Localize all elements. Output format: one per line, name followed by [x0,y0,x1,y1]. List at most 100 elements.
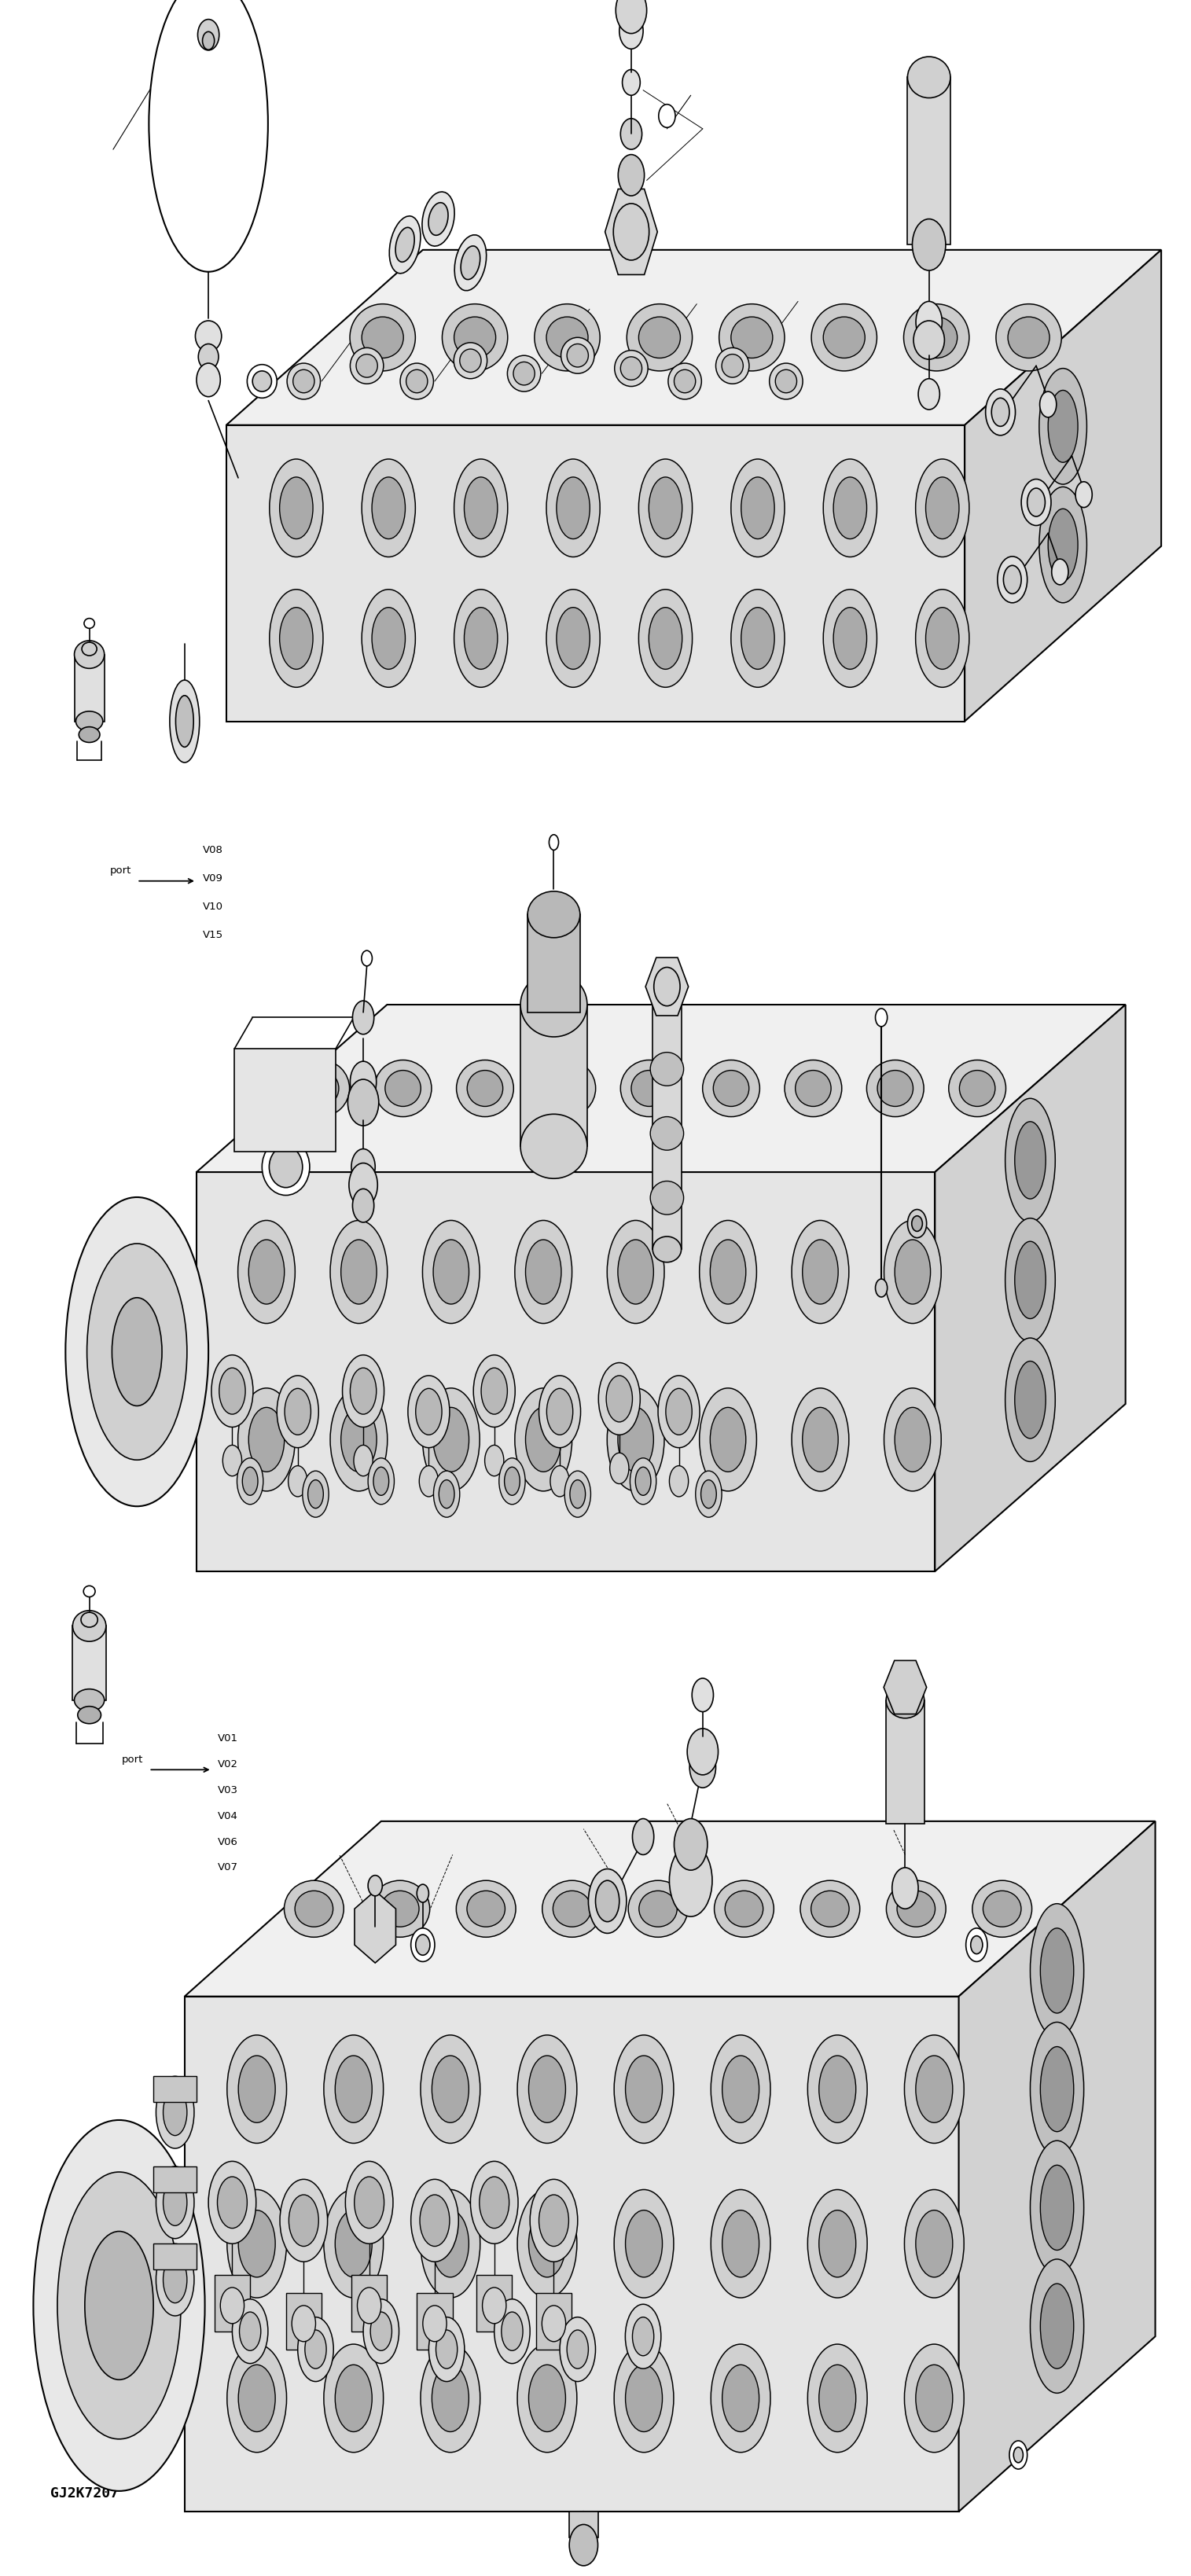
Ellipse shape [73,1610,106,1641]
Ellipse shape [625,2210,662,2277]
Ellipse shape [432,2365,469,2432]
Ellipse shape [419,2195,450,2246]
Ellipse shape [796,1072,831,1108]
Ellipse shape [420,2344,480,2452]
Ellipse shape [819,2210,856,2277]
Ellipse shape [454,590,507,688]
Ellipse shape [631,1072,667,1108]
Ellipse shape [696,1471,722,1517]
Ellipse shape [623,70,641,95]
Bar [569,2512,598,2537]
Ellipse shape [949,1061,1006,1118]
Ellipse shape [350,1061,376,1103]
Ellipse shape [803,1239,838,1303]
Ellipse shape [811,1891,849,1927]
Ellipse shape [515,1221,572,1324]
Circle shape [57,2172,181,2439]
Ellipse shape [542,1880,601,1937]
Ellipse shape [619,13,643,49]
Text: V09: V09 [202,873,223,884]
Circle shape [33,2120,205,2491]
Ellipse shape [916,301,942,343]
Ellipse shape [897,1891,935,1927]
Ellipse shape [894,1239,930,1303]
Ellipse shape [242,1466,257,1494]
Ellipse shape [156,2244,194,2316]
Ellipse shape [439,1479,455,1507]
Polygon shape [965,250,1161,721]
Ellipse shape [217,2177,248,2228]
Ellipse shape [212,1355,252,1427]
Ellipse shape [370,1880,430,1937]
Ellipse shape [249,1239,285,1303]
Ellipse shape [307,1479,324,1507]
Ellipse shape [886,1880,946,1937]
Ellipse shape [690,1747,716,1788]
Ellipse shape [467,1891,505,1927]
Polygon shape [884,1662,927,1713]
Ellipse shape [432,2210,469,2277]
Ellipse shape [434,1471,460,1517]
Ellipse shape [460,350,481,374]
Ellipse shape [238,1388,295,1492]
Ellipse shape [731,317,773,358]
Polygon shape [197,1172,935,1571]
Ellipse shape [547,590,600,688]
Text: port: port [121,1754,143,1765]
Ellipse shape [972,1880,1031,1937]
Text: V01: V01 [218,1734,238,1744]
Ellipse shape [74,641,105,667]
Ellipse shape [238,2210,275,2277]
Ellipse shape [638,1891,676,1927]
Ellipse shape [1005,1337,1055,1461]
Ellipse shape [461,245,480,281]
Ellipse shape [913,322,944,361]
Ellipse shape [292,2306,316,2342]
Ellipse shape [362,459,416,556]
Ellipse shape [372,608,405,670]
Ellipse shape [615,2190,674,2298]
Ellipse shape [722,2056,759,2123]
Ellipse shape [621,118,642,149]
Ellipse shape [442,304,507,371]
Ellipse shape [434,1406,469,1471]
Text: V10: V10 [202,902,223,912]
Ellipse shape [330,1388,387,1492]
Ellipse shape [470,2161,518,2244]
Ellipse shape [350,348,384,384]
Ellipse shape [525,1239,561,1303]
Ellipse shape [996,304,1061,371]
Ellipse shape [280,477,313,538]
Polygon shape [935,1005,1125,1571]
Ellipse shape [349,1164,378,1206]
Ellipse shape [626,304,692,371]
Ellipse shape [632,2318,654,2354]
Ellipse shape [248,366,276,397]
Bar [476,2275,512,2331]
Ellipse shape [1052,559,1068,585]
Ellipse shape [769,363,803,399]
Ellipse shape [198,343,219,371]
Ellipse shape [238,2056,275,2123]
Ellipse shape [731,590,785,688]
Ellipse shape [618,155,644,196]
Ellipse shape [621,355,642,381]
Ellipse shape [149,0,268,273]
Ellipse shape [653,1236,681,1262]
Ellipse shape [467,1072,503,1108]
Ellipse shape [1041,2164,1074,2251]
Ellipse shape [269,459,323,556]
Ellipse shape [515,1388,572,1492]
Ellipse shape [335,2365,372,2432]
Ellipse shape [74,1690,105,1710]
Ellipse shape [741,477,774,538]
Ellipse shape [1005,1218,1055,1342]
Ellipse shape [599,1363,641,1435]
Ellipse shape [293,368,314,394]
Ellipse shape [1021,479,1050,526]
Ellipse shape [892,1868,918,1909]
Ellipse shape [918,379,940,410]
Ellipse shape [288,1466,307,1497]
Ellipse shape [429,2318,464,2383]
Ellipse shape [550,1466,569,1497]
